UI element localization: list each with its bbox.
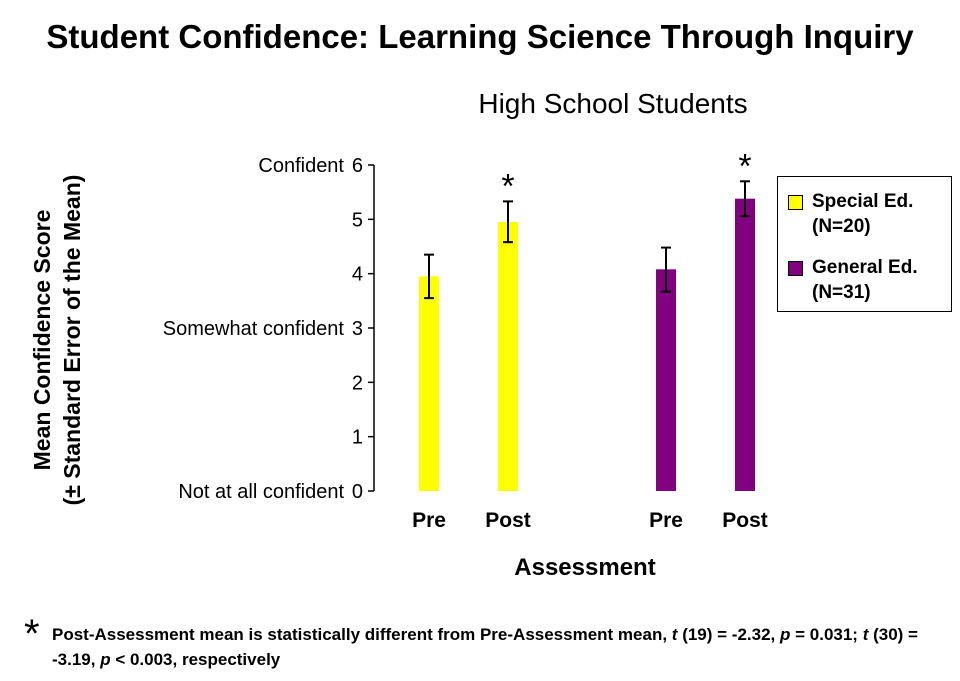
significance-marker-special-ed-post: * bbox=[501, 167, 514, 205]
legend-n-special-ed: (N=20) bbox=[812, 216, 871, 237]
y-text-label-0: Confident bbox=[258, 155, 344, 177]
y-tick-label-6: 6 bbox=[352, 155, 363, 177]
y-text-label-2: Not at all confident bbox=[178, 481, 344, 503]
y-tick-label-0: 0 bbox=[352, 481, 363, 503]
y-tick-label-1: 1 bbox=[352, 427, 363, 449]
y-text-label-1: Somewhat confident bbox=[163, 318, 345, 340]
x-tick-label-special-ed-pre: Pre bbox=[412, 509, 446, 532]
y-tick-label-3: 3 bbox=[352, 318, 363, 340]
chart-subtitle: High School Students bbox=[478, 88, 748, 119]
bar-general-ed-post bbox=[735, 198, 755, 492]
legend: Special Ed. (N=20) General Ed. (N=31) bbox=[777, 176, 952, 312]
y-tick-label-5: 5 bbox=[352, 209, 363, 231]
legend-label-special-ed: Special Ed. bbox=[812, 191, 914, 212]
x-tick-label-general-ed-post: Post bbox=[722, 509, 768, 532]
legend-swatch-general-ed bbox=[788, 261, 803, 276]
x-tick-label-special-ed-post: Post bbox=[485, 509, 531, 532]
legend-swatch-special-ed bbox=[788, 195, 803, 210]
significance-marker-general-ed-post: * bbox=[738, 147, 751, 185]
legend-n-general-ed: (N=31) bbox=[812, 282, 871, 303]
footnote-marker: * bbox=[24, 612, 40, 656]
bar-special-ed-pre bbox=[419, 276, 439, 491]
footnote-text: Post-Assessment mean is statistically di… bbox=[52, 625, 918, 669]
y-tick-label-4: 4 bbox=[352, 264, 363, 286]
y-tick-label-2: 2 bbox=[352, 372, 363, 394]
x-axis-label: Assessment bbox=[514, 554, 655, 581]
x-tick-label-general-ed-pre: Pre bbox=[649, 509, 683, 532]
chart-title: Student Confidence: Learning Science Thr… bbox=[46, 18, 914, 55]
bar-general-ed-pre bbox=[656, 269, 676, 491]
legend-label-general-ed: General Ed. bbox=[812, 257, 918, 278]
bar-special-ed-post bbox=[498, 222, 518, 492]
